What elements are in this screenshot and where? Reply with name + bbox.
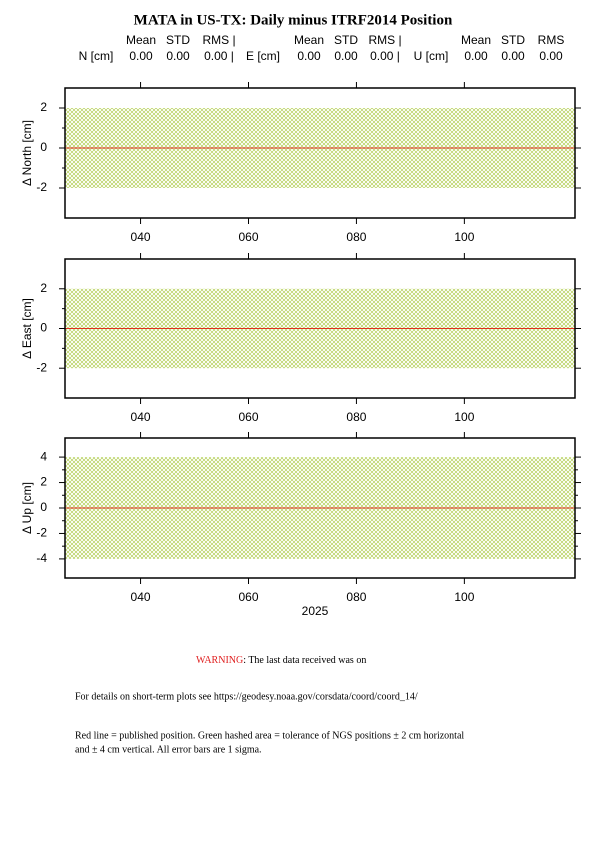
y-tick-label: 0 [40,321,47,335]
x-tick-label: 060 [238,590,258,604]
x-tick-label: 100 [454,410,474,424]
stat-header: Mean [294,33,324,47]
y-tick-label: 2 [40,100,47,114]
stat-header: RMS [538,33,565,47]
x-tick-label: 100 [454,230,474,244]
stat-value: 0.00 [297,49,321,63]
warning-label: WARNING [196,655,243,666]
x-tick-label: 040 [131,230,151,244]
x-tick-label: 080 [346,410,366,424]
details: For details on short-term plots see http… [75,691,418,702]
stat-header: Mean [126,33,156,47]
y-tick-label: 0 [40,140,47,154]
warning-text: : The last data received was on [243,655,366,666]
stat-component: E [cm] [246,49,280,63]
y-tick-label: -2 [36,180,47,194]
x-tick-label: 060 [238,230,258,244]
x-tick-label: 080 [346,230,366,244]
note: Red line = published position. Green has… [75,730,464,741]
x-tick-label: 040 [131,410,151,424]
x-tick-label: 080 [346,590,366,604]
y-tick-label: 4 [40,449,47,463]
y-axis-label: Δ Up [cm] [20,482,34,534]
y-tick-label: 2 [40,475,47,489]
stat-value: 0.00 [464,49,488,63]
stat-header: Mean [461,33,491,47]
y-tick-label: -2 [36,526,47,540]
stat-value: 0.00 | [370,49,400,63]
y-axis-label: Δ East [cm] [20,298,34,359]
y-tick-label: 2 [40,281,47,295]
stat-value: 0.00 [334,49,358,63]
title: MATA in US-TX: Daily minus ITRF2014 Posi… [134,12,453,28]
x-axis-label: 2025 [302,604,329,618]
note: and ± 4 cm vertical. All error bars are … [75,744,262,755]
stat-value: 0.00 [501,49,525,63]
stat-value: 0.00 [166,49,190,63]
stat-header: RMS | [202,33,235,47]
stat-component: U [cm] [414,49,449,63]
stat-header: STD [166,33,190,47]
x-tick-label: 100 [454,590,474,604]
stat-header: STD [501,33,525,47]
stat-header: RMS | [368,33,401,47]
stat-value: 0.00 [539,49,563,63]
stat-header: STD [334,33,358,47]
stat-value: 0.00 [129,49,153,63]
y-tick-label: -2 [36,360,47,374]
y-tick-label: -4 [36,551,47,565]
y-axis-label: Δ North [cm] [20,120,34,186]
x-tick-label: 040 [131,590,151,604]
x-tick-label: 060 [238,410,258,424]
y-tick-label: 0 [40,500,47,514]
plot-frame [64,87,576,219]
stat-value: 0.00 | [204,49,234,63]
stat-component: N [cm] [79,49,114,63]
warning: WARNING: The last data received was on [196,655,366,666]
